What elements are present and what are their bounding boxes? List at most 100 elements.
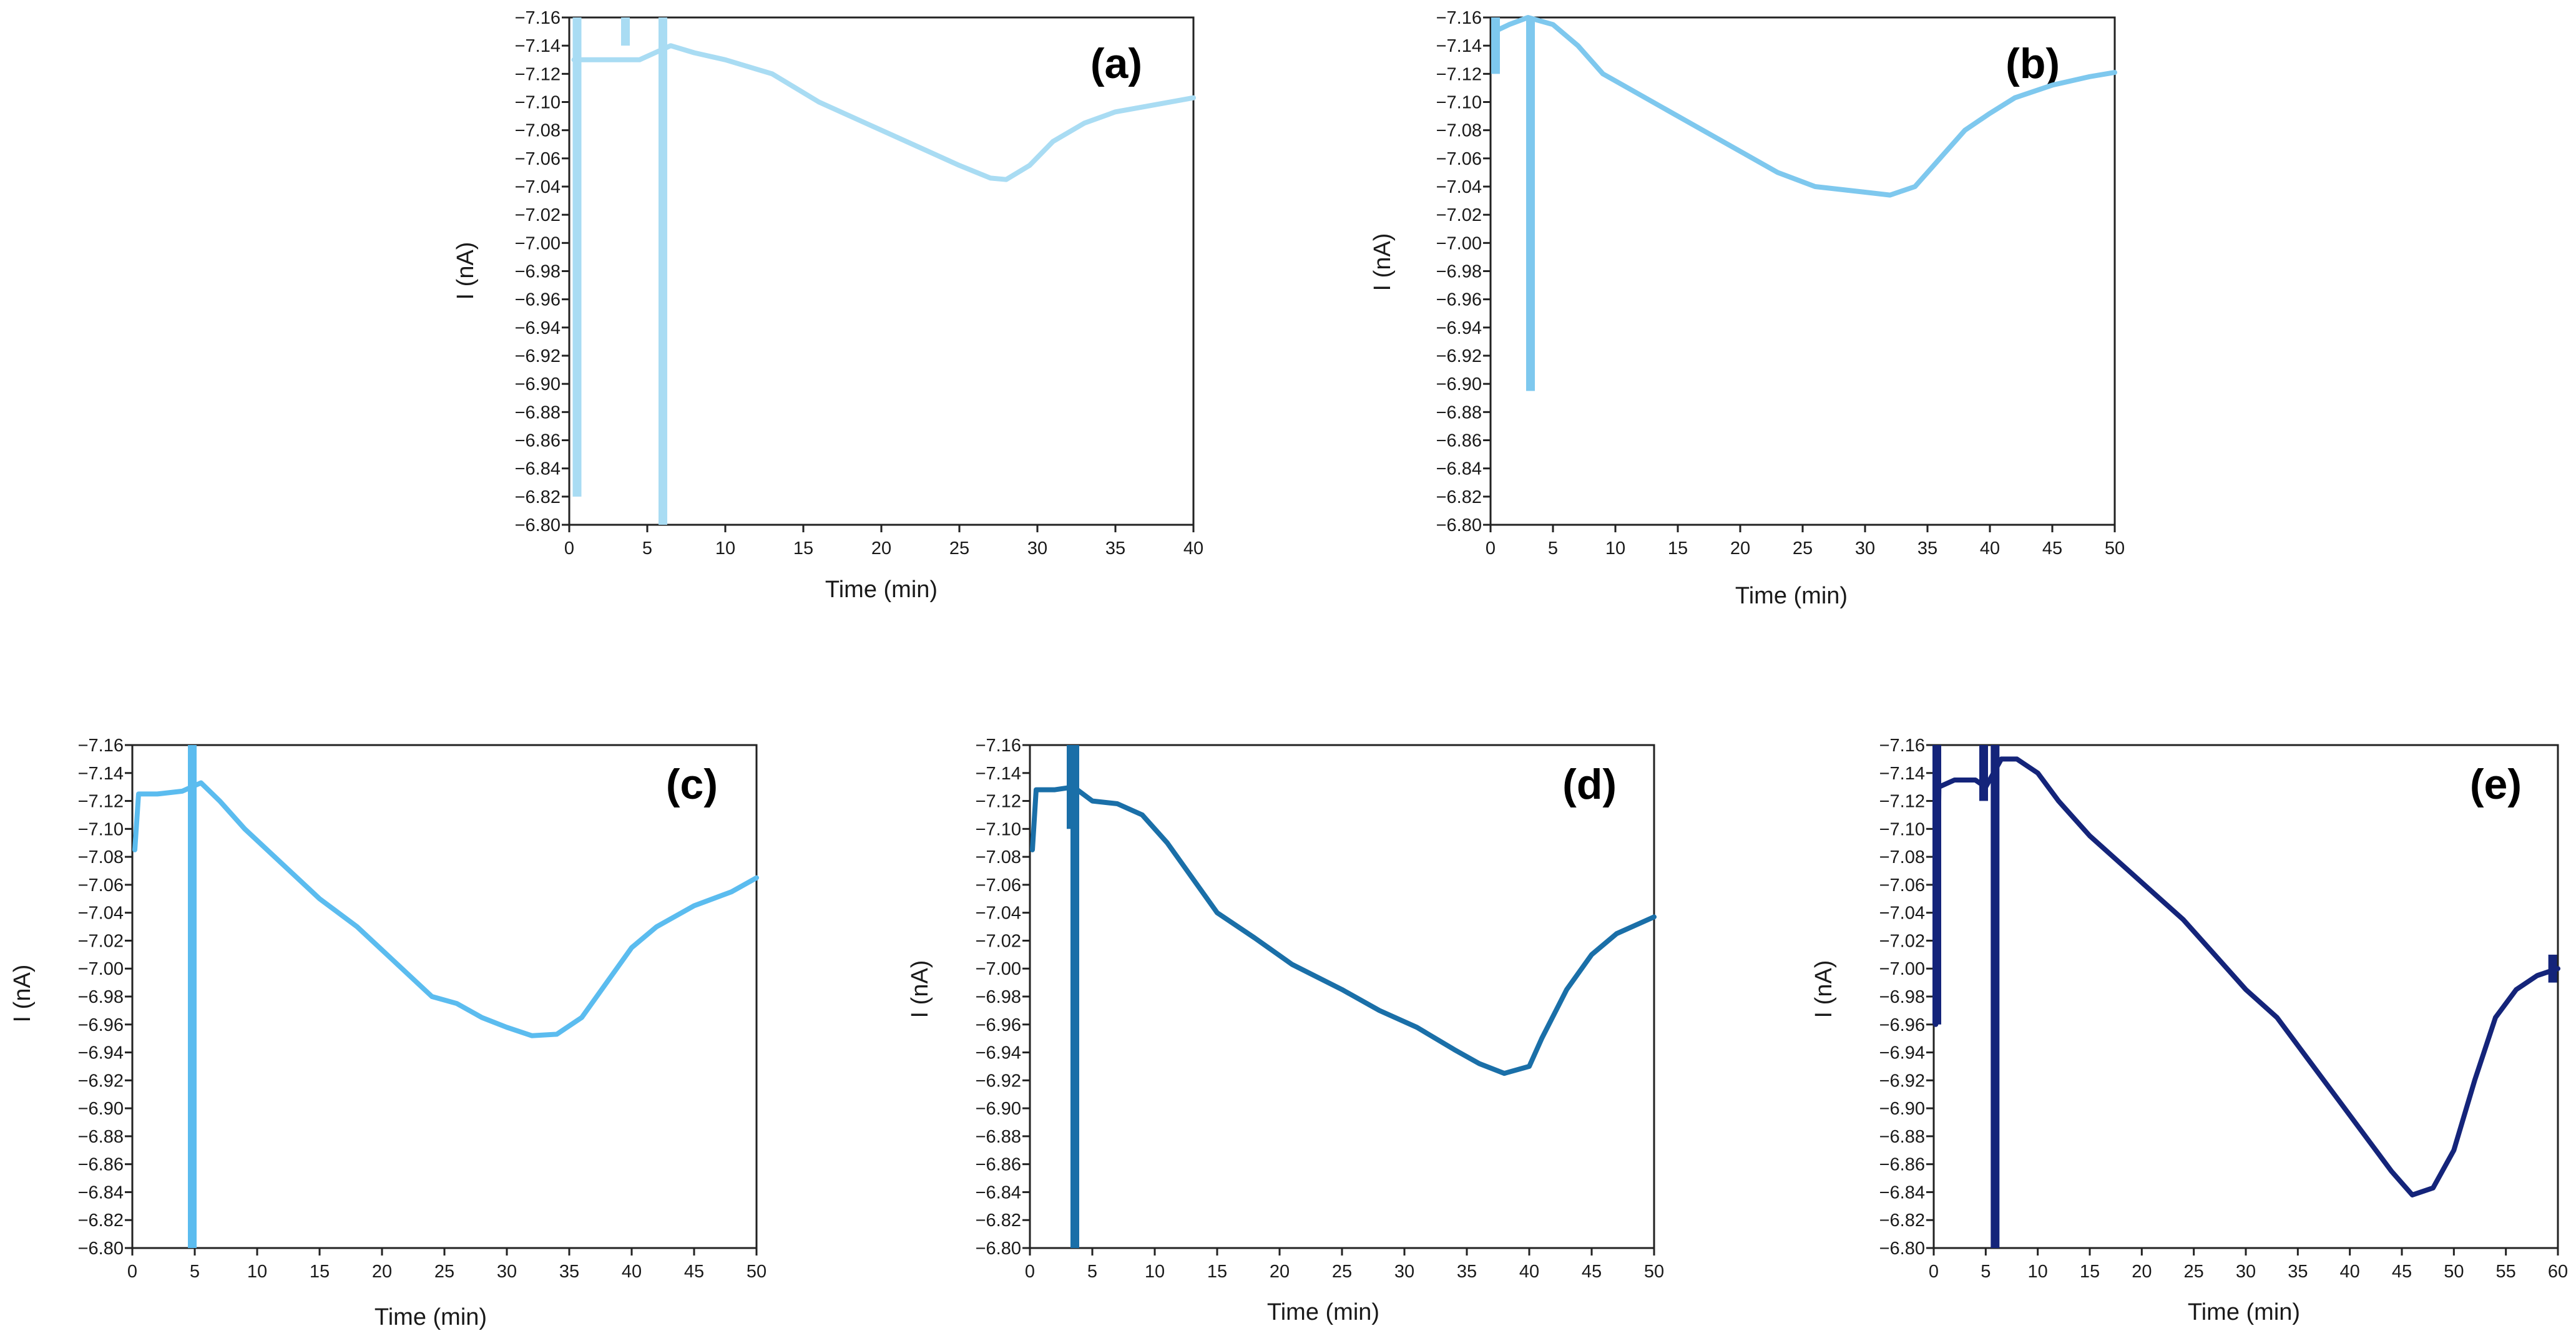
y-tick-label-c-7: −7.02 [78, 931, 124, 951]
x-tick-label-e-9: 45 [2392, 1262, 2412, 1282]
x-tick-label-d-9: 45 [1582, 1262, 1602, 1282]
x-tick-label-c-3: 15 [310, 1262, 330, 1282]
ticks-b: 0 5 10 15 20 25 30 35 40 45 50 −7.16 −7.14 −7.12 −7.10… [1436, 8, 2125, 558]
x-tick-label-b-7: 35 [1917, 539, 1937, 558]
y-tick-label-b-7: −7.02 [1436, 205, 1482, 225]
ticks-d: 0 5 10 15 20 25 30 35 40 45 50 −7.16 −7.14 −7.12 −7.10… [976, 736, 1665, 1282]
x-tick-label-e-12: 60 [2548, 1262, 2568, 1282]
y-tick-label-d-12: −6.92 [976, 1071, 1021, 1091]
y-tick-label-c-17: −6.82 [78, 1211, 124, 1231]
y-tick-label-a-10: −6.96 [515, 290, 561, 310]
y-tick-label-c-14: −6.88 [78, 1127, 124, 1147]
x-tick-label-e-10: 50 [2444, 1262, 2464, 1282]
x-tick-label-a-3: 15 [793, 539, 813, 558]
y-tick-label-e-6: −7.04 [1879, 904, 1925, 924]
y-tick-label-c-16: −6.84 [78, 1183, 124, 1202]
y-tick-label-b-14: −6.88 [1436, 402, 1482, 422]
y-tick-label-b-3: −7.10 [1436, 93, 1482, 113]
ticks-a: 0 5 10 15 20 25 30 35 40 −7.16 −7.14 −7.12 −7.10 −7.0… [515, 8, 1204, 558]
x-tick-label-a-1: 5 [642, 539, 652, 558]
y-tick-label-e-1: −7.14 [1879, 764, 1925, 784]
y-tick-label-e-4: −7.08 [1879, 847, 1925, 867]
x-tick-label-e-6: 30 [2236, 1262, 2256, 1282]
y-tick-label-d-11: −6.94 [976, 1043, 1021, 1063]
data-layer-b [1491, 15, 2117, 391]
y-tick-label-e-16: −6.84 [1879, 1183, 1925, 1202]
y-tick-label-e-2: −7.12 [1879, 792, 1925, 812]
x-tick-label-b-10: 50 [2105, 539, 2125, 558]
y-tick-label-d-2: −7.12 [976, 792, 1021, 812]
y-tick-label-d-16: −6.84 [976, 1183, 1021, 1202]
y-tick-label-b-11: −6.94 [1436, 318, 1482, 338]
x-tick-label-a-7: 35 [1105, 539, 1125, 558]
y-tick-label-c-10: −6.96 [78, 1015, 124, 1035]
series-line-a-0 [571, 43, 1196, 182]
y-tick-label-e-17: −6.82 [1879, 1211, 1925, 1231]
y-tick-label-d-10: −6.96 [976, 1015, 1021, 1035]
y-tick-label-d-15: −6.86 [976, 1155, 1021, 1175]
y-tick-label-a-17: −6.82 [515, 487, 561, 507]
y-tick-label-a-18: −6.80 [515, 515, 561, 535]
x-tick-label-c-6: 30 [497, 1262, 517, 1282]
x-tick-label-a-0: 0 [564, 539, 574, 558]
y-tick-label-c-0: −7.16 [78, 736, 124, 756]
y-tick-label-b-6: −7.04 [1436, 177, 1482, 197]
y-tick-label-e-7: −7.02 [1879, 931, 1925, 951]
data-layer-d [1030, 745, 1657, 1248]
x-tick-label-e-2: 10 [2028, 1262, 2048, 1282]
y-tick-label-a-13: −6.90 [515, 374, 561, 394]
x-tick-label-d-5: 25 [1332, 1262, 1352, 1282]
y-tick-label-c-8: −7.00 [78, 959, 124, 979]
y-tick-label-b-9: −6.98 [1436, 262, 1482, 282]
y-axis-title-b: I (nA) [1369, 233, 1396, 291]
y-axis-title-e: I (nA) [1811, 960, 1837, 1018]
y-tick-label-d-13: −6.90 [976, 1099, 1021, 1119]
y-tick-label-a-1: −7.14 [515, 36, 561, 56]
x-tick-label-b-1: 5 [1548, 539, 1558, 558]
x-tick-label-e-5: 25 [2184, 1262, 2204, 1282]
x-tick-label-e-0: 0 [1929, 1262, 1939, 1282]
y-tick-label-d-1: −7.14 [976, 764, 1021, 784]
y-tick-label-e-11: −6.94 [1879, 1043, 1925, 1063]
y-tick-label-a-14: −6.88 [515, 402, 561, 422]
x-tick-label-d-6: 30 [1394, 1262, 1414, 1282]
x-tick-label-e-8: 40 [2340, 1262, 2360, 1282]
y-tick-label-e-14: −6.88 [1879, 1127, 1925, 1147]
x-tick-label-b-2: 10 [1605, 539, 1625, 558]
y-tick-label-b-5: −7.06 [1436, 149, 1482, 169]
x-tick-label-a-5: 25 [949, 539, 969, 558]
y-tick-label-b-16: −6.84 [1436, 459, 1482, 479]
y-tick-label-b-10: −6.96 [1436, 290, 1482, 310]
y-tick-label-b-0: −7.16 [1436, 8, 1482, 28]
x-axis-title-e: Time (min) [2188, 1299, 2300, 1325]
panel-b: (b) Time (min) I (nA) 0 5 10 15 20 25 30 35 40 45… [1369, 8, 2125, 609]
y-tick-label-a-0: −7.16 [515, 8, 561, 28]
x-tick-label-c-10: 50 [747, 1262, 766, 1282]
y-tick-label-c-5: −7.06 [78, 875, 124, 895]
x-tick-label-b-8: 40 [1980, 539, 2000, 558]
y-tick-label-a-7: −7.02 [515, 205, 561, 225]
x-tick-label-c-2: 10 [247, 1262, 267, 1282]
panel-label-d: (d) [1562, 761, 1617, 808]
x-tick-label-b-9: 45 [2042, 539, 2062, 558]
y-tick-label-e-15: −6.86 [1879, 1155, 1925, 1175]
y-tick-label-d-14: −6.88 [976, 1127, 1021, 1147]
x-tick-label-c-1: 5 [190, 1262, 200, 1282]
x-tick-label-d-2: 10 [1145, 1262, 1165, 1282]
x-axis-title-c: Time (min) [375, 1304, 487, 1330]
y-tick-label-a-15: −6.86 [515, 431, 561, 451]
panel-a: (a) Time (min) I (nA) 0 5 10 15 20 25 30 35 40 −7… [453, 8, 1203, 603]
y-tick-label-b-2: −7.12 [1436, 64, 1482, 84]
y-tick-label-c-6: −7.04 [78, 904, 124, 924]
y-tick-label-e-10: −6.96 [1879, 1015, 1925, 1035]
x-tick-label-b-3: 15 [1668, 539, 1688, 558]
y-tick-label-c-12: −6.92 [78, 1071, 124, 1091]
x-tick-label-e-11: 55 [2496, 1262, 2516, 1282]
y-tick-label-d-6: −7.04 [976, 904, 1021, 924]
y-tick-label-d-7: −7.02 [976, 931, 1021, 951]
y-tick-label-a-12: −6.92 [515, 346, 561, 366]
y-tick-label-a-2: −7.12 [515, 64, 561, 84]
y-tick-label-e-8: −7.00 [1879, 959, 1925, 979]
